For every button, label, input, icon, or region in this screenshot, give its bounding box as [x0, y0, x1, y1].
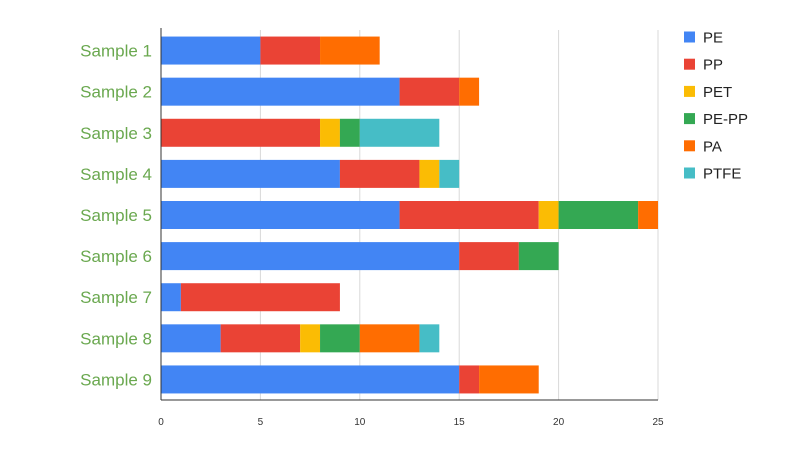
bar-pet-sample-5 — [538, 201, 559, 229]
category-label: Sample 1 — [80, 42, 152, 61]
legend-swatch-pe — [684, 31, 695, 43]
bar-pe-sample-4 — [161, 159, 340, 188]
legend-swatch-ptfe — [684, 167, 695, 179]
legend: PE PP PET PE-PP PA PTFE — [684, 30, 748, 183]
legend-label: PE-PP — [703, 111, 748, 128]
bar-pe-pp-sample-5 — [558, 201, 639, 229]
bar-pet-sample-4 — [419, 159, 440, 188]
bar-pa-sample-1 — [320, 36, 380, 65]
bar-pp-sample-9 — [459, 365, 480, 394]
bar-pe-pp-sample-8 — [320, 324, 360, 353]
legend-label: PET — [703, 84, 732, 101]
legend-label: PTFE — [703, 166, 741, 183]
bar-pe-sample-8 — [161, 324, 221, 353]
x-tick-label: 15 — [454, 417, 466, 428]
x-tick-label: 20 — [553, 417, 565, 428]
axes — [160, 28, 658, 401]
legend-label: PE — [703, 30, 723, 47]
bar-pa-sample-2 — [459, 77, 480, 106]
legend-label: PA — [703, 138, 722, 155]
bar-pe-sample-5 — [161, 201, 400, 229]
bar-pp-sample-7 — [180, 283, 340, 312]
bar-pp-sample-1 — [260, 36, 321, 65]
x-tick-label: 25 — [652, 417, 664, 428]
bar-pe-sample-9 — [161, 365, 460, 394]
legend-swatch-pp — [684, 58, 695, 70]
bar-ptfe-sample-3 — [359, 118, 440, 147]
bar-pp-sample-4 — [339, 159, 420, 188]
bar-pp-sample-8 — [220, 324, 301, 353]
category-label: Sample 7 — [80, 288, 152, 307]
bar-pp-sample-6 — [459, 242, 519, 271]
x-tick-label: 0 — [158, 417, 164, 428]
bar-pe-pp-sample-6 — [518, 242, 559, 271]
bars — [161, 36, 658, 394]
category-label: Sample 4 — [80, 165, 152, 184]
bar-pe-sample-7 — [161, 283, 181, 312]
category-label: Sample 3 — [80, 124, 152, 143]
bar-pe-sample-1 — [161, 36, 261, 65]
bar-pp-sample-5 — [399, 201, 539, 229]
x-tick-label: 5 — [258, 417, 264, 428]
bar-pa-sample-8 — [359, 324, 420, 353]
bar-pp-sample-2 — [399, 77, 460, 106]
bar-ptfe-sample-8 — [419, 324, 440, 353]
bar-pe-sample-6 — [161, 242, 460, 271]
category-label: Sample 9 — [80, 370, 152, 389]
legend-swatch-pet — [684, 85, 695, 97]
bar-pp-sample-3 — [161, 118, 321, 147]
legend-label: PP — [703, 57, 723, 74]
category-labels: Sample 1 Sample 2 Sample 3 Sample 4 Sample 5… — [80, 42, 152, 390]
bar-pe-pp-sample-3 — [339, 118, 360, 147]
bar-pet-sample-3 — [320, 118, 340, 147]
category-label: Sample 6 — [80, 247, 152, 266]
category-label: Sample 5 — [80, 206, 152, 225]
bar-pa-sample-9 — [479, 365, 539, 394]
category-label: Sample 8 — [80, 329, 152, 348]
bar-pet-sample-8 — [300, 324, 321, 353]
bar-ptfe-sample-4 — [439, 159, 460, 188]
legend-swatch-pa — [684, 140, 695, 152]
category-label: Sample 2 — [80, 83, 152, 102]
legend-swatch-pe-pp — [684, 113, 695, 125]
bar-pe-sample-2 — [161, 77, 400, 106]
bar-pa-sample-5 — [638, 201, 658, 229]
x-tick-labels: 0 5 10 15 20 25 — [158, 417, 664, 428]
x-tick-label: 10 — [354, 417, 366, 428]
